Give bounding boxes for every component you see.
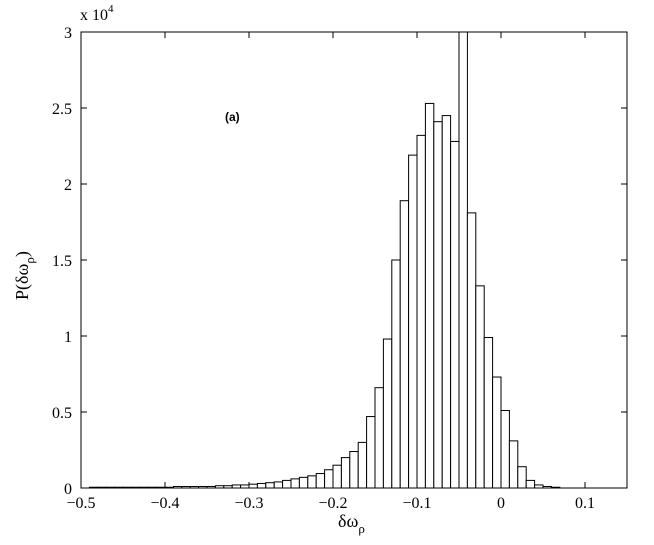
histogram-bar <box>391 259 401 489</box>
histogram-bar <box>332 464 342 489</box>
histogram-bar <box>265 482 275 489</box>
histogram-bar <box>298 476 309 489</box>
histogram-bar <box>349 451 359 489</box>
x-tick-label: 0.1 <box>575 495 595 512</box>
histogram-bar <box>273 481 284 489</box>
x-tick-label: −0.1 <box>402 495 431 512</box>
y-tick-label: 0 <box>64 481 72 498</box>
histogram-bar <box>382 338 393 489</box>
histogram-bar <box>525 479 536 489</box>
histogram-bar <box>324 469 334 489</box>
histogram-bar <box>433 121 443 489</box>
x-axis-label: δωρ <box>338 511 365 536</box>
x-tick-label: 0 <box>497 495 505 512</box>
histogram-bar <box>256 482 267 489</box>
histogram-bar <box>248 483 258 489</box>
x-tick-label: −0.4 <box>150 495 179 512</box>
histogram-bar <box>408 154 418 489</box>
histogram-bar <box>517 466 527 489</box>
histogram-bar <box>450 140 460 489</box>
plot-frame <box>80 31 628 489</box>
histogram-bar <box>315 473 326 489</box>
y-tick-label: 2 <box>64 177 72 194</box>
histogram-bar <box>340 457 351 489</box>
histogram-bar <box>475 285 485 489</box>
x-tick-label: −0.5 <box>66 495 95 512</box>
histogram-bar <box>357 441 368 489</box>
histogram-bar <box>307 475 317 489</box>
panel-annotation: (a) <box>225 110 240 124</box>
histogram-bar <box>290 478 300 489</box>
histogram-bar <box>483 337 494 489</box>
bars-group <box>88 31 561 489</box>
y-axis-label: P(δωρ) <box>12 251 37 300</box>
ticks-group <box>80 31 627 489</box>
histogram-bar <box>458 31 468 489</box>
tick-labels-group: −0.5 −0.4 −0.3 −0.2 −0.1 0 0.1 0 0.5 1 1.5 2 2.5 3 <box>52 25 595 512</box>
y-multiplier: x 104 <box>80 3 114 24</box>
y-tick-label: 3 <box>64 25 72 42</box>
y-tick-label: 1 <box>64 329 72 346</box>
histogram-bar <box>366 416 376 489</box>
y-tick-label: 1.5 <box>52 253 72 270</box>
x-tick-label: −0.3 <box>234 495 263 512</box>
histogram-bar <box>441 115 452 489</box>
histogram-bar <box>416 134 426 489</box>
histogram-bar <box>399 200 410 489</box>
histogram-bar <box>282 479 292 489</box>
histogram-bar <box>424 102 435 489</box>
histogram-bar <box>374 387 384 489</box>
y-tick-label: 0.5 <box>52 405 72 422</box>
histogram-bar <box>500 409 510 489</box>
histogram-bar <box>492 376 502 489</box>
y-tick-label: 2.5 <box>52 101 72 118</box>
histogram-bar <box>508 440 519 489</box>
histogram-bar <box>466 212 477 489</box>
x-tick-label: −0.2 <box>318 495 347 512</box>
